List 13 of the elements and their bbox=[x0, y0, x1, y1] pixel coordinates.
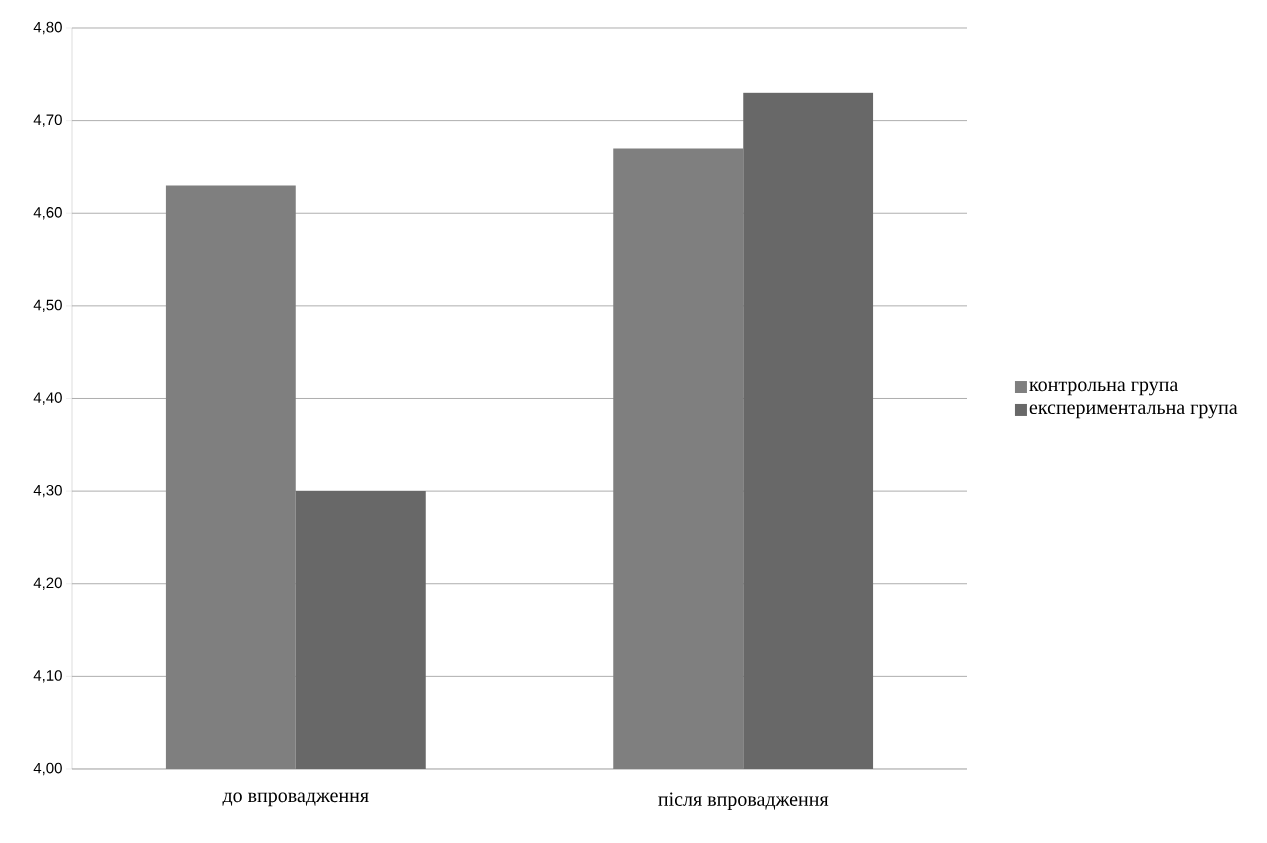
y-tick-label: 4,00 bbox=[33, 762, 62, 776]
y-tick-label: 4,80 bbox=[33, 21, 62, 35]
y-tick-label: 4,60 bbox=[33, 207, 62, 220]
y-tick-label: 4,30 bbox=[33, 484, 62, 498]
y-tick-label: 4,50 bbox=[33, 299, 62, 313]
legend-label: експериментальна група bbox=[1029, 404, 1238, 419]
x-tick-label: до впровадження bbox=[222, 792, 369, 807]
y-tick-label: 4,10 bbox=[33, 670, 62, 683]
legend-label: контрольна група bbox=[1029, 381, 1179, 396]
x-tick-label: після впровадження bbox=[658, 792, 829, 811]
y-tick-label: 4,40 bbox=[33, 392, 62, 405]
y-tick-label: 4,70 bbox=[33, 114, 62, 127]
y-tick-label: 4,20 bbox=[33, 577, 62, 590]
